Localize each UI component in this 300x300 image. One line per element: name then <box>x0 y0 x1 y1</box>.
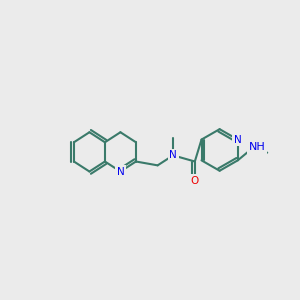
Text: O: O <box>191 176 199 186</box>
Text: N: N <box>116 167 124 176</box>
Text: N: N <box>234 135 242 145</box>
Text: NH: NH <box>249 142 265 152</box>
Text: N: N <box>169 150 177 160</box>
